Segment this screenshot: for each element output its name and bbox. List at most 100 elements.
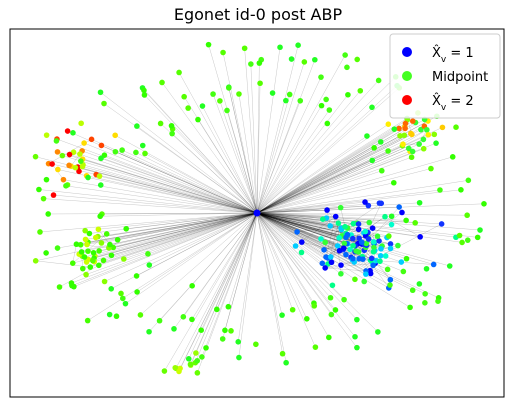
node-point xyxy=(172,364,179,371)
node-point xyxy=(377,253,384,259)
edge xyxy=(256,148,424,214)
edge xyxy=(179,212,258,369)
edge xyxy=(256,77,322,214)
node-point xyxy=(69,282,75,289)
edge xyxy=(95,212,258,238)
node-point xyxy=(365,202,372,209)
edge xyxy=(197,119,258,214)
node-point xyxy=(54,245,61,251)
node-point xyxy=(189,316,195,323)
node-point xyxy=(416,281,423,287)
node-point xyxy=(95,226,102,233)
node-point xyxy=(321,246,327,253)
edge xyxy=(256,202,380,214)
edge xyxy=(256,212,287,363)
edge xyxy=(63,179,258,214)
node-point xyxy=(422,300,428,306)
edge xyxy=(256,47,281,214)
edge xyxy=(122,149,258,214)
node-point xyxy=(318,102,325,109)
node-point xyxy=(199,103,206,109)
node-point xyxy=(98,142,105,149)
node-point xyxy=(88,136,95,143)
edge xyxy=(89,212,258,234)
node-point xyxy=(397,132,403,139)
node-point xyxy=(217,98,223,104)
node-point xyxy=(364,133,370,139)
edge xyxy=(256,212,347,255)
node-point xyxy=(43,250,49,256)
node-point xyxy=(54,149,61,155)
node-point xyxy=(222,327,228,334)
edge xyxy=(190,212,258,365)
node-point xyxy=(100,257,107,264)
node-point xyxy=(133,149,139,156)
node-point xyxy=(224,107,230,114)
node-point xyxy=(361,278,368,285)
node-point xyxy=(342,52,348,58)
edge xyxy=(80,212,258,245)
edge xyxy=(88,212,258,260)
node-point xyxy=(77,241,84,248)
edge xyxy=(208,44,258,214)
node-point xyxy=(205,41,212,48)
node-point xyxy=(248,61,254,67)
edge xyxy=(256,212,374,248)
edge xyxy=(341,203,382,230)
edge xyxy=(143,90,258,214)
edge xyxy=(216,212,258,310)
node-point xyxy=(56,284,63,290)
edge xyxy=(256,118,408,214)
edge xyxy=(256,212,370,223)
node-point xyxy=(386,233,392,239)
edge xyxy=(256,212,343,237)
edge xyxy=(88,177,258,214)
node-point xyxy=(279,312,285,318)
node-point xyxy=(425,131,432,138)
edge xyxy=(48,212,258,215)
edge xyxy=(256,45,299,214)
node-point xyxy=(103,231,110,237)
node-point xyxy=(376,238,382,244)
edge xyxy=(238,212,258,342)
edge xyxy=(72,212,258,264)
node-point xyxy=(449,154,456,160)
node-point xyxy=(402,125,408,132)
node-point xyxy=(422,290,428,297)
edge xyxy=(256,128,400,214)
edge xyxy=(256,105,322,214)
edge xyxy=(256,212,332,315)
edge xyxy=(256,209,328,214)
edge xyxy=(256,182,394,214)
node-point xyxy=(301,59,308,65)
edge xyxy=(256,212,342,230)
edge xyxy=(87,212,258,243)
node-point xyxy=(82,227,88,234)
edge xyxy=(100,212,258,217)
node-point xyxy=(241,45,248,52)
node-point xyxy=(355,221,362,227)
node-point xyxy=(416,199,423,206)
node-point xyxy=(142,150,148,157)
node-point xyxy=(32,257,39,264)
node-point xyxy=(323,96,329,103)
node-point xyxy=(292,243,299,249)
edge xyxy=(82,164,258,214)
edge xyxy=(256,139,424,214)
edge xyxy=(123,212,258,260)
node-point xyxy=(371,244,377,251)
node-point xyxy=(236,354,242,361)
edge xyxy=(115,135,258,214)
edge xyxy=(101,212,258,244)
node-point xyxy=(92,234,99,241)
edge xyxy=(256,212,376,264)
node-point xyxy=(32,153,39,160)
node-point xyxy=(219,336,226,342)
node-point xyxy=(297,97,304,104)
edge xyxy=(144,94,258,214)
edge xyxy=(140,212,258,316)
edge xyxy=(256,203,484,214)
edge xyxy=(256,212,293,310)
legend-label: X̂v = 1 xyxy=(432,46,474,65)
node-point xyxy=(98,155,104,162)
